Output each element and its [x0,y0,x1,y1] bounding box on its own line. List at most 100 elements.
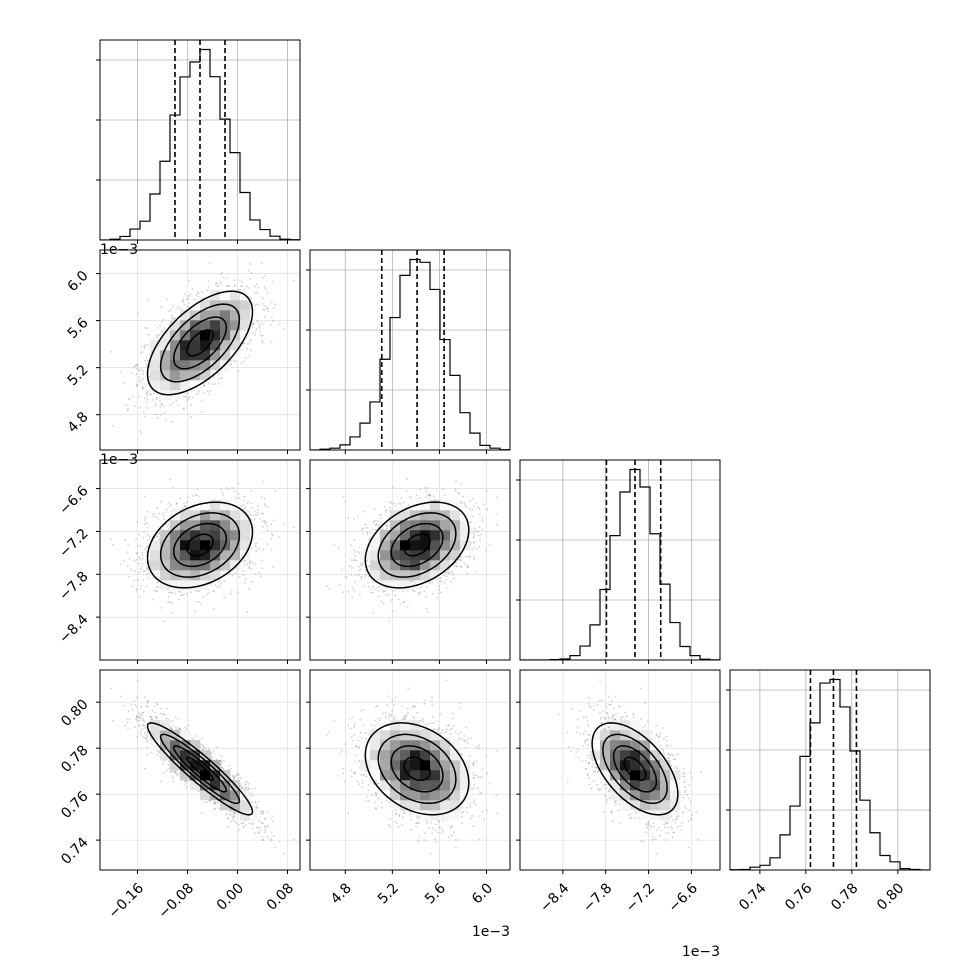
scatter-point [229,592,232,595]
density-cell [160,350,171,361]
density-cell [190,380,201,391]
scatter-point [252,322,255,325]
scatter-point [262,276,265,279]
scatter-point [134,559,136,562]
scatter-point [138,395,140,398]
scatter-point [249,278,252,280]
scatter-point [171,602,174,605]
scatter-point [140,368,143,371]
scatter-point [140,432,143,435]
scatter-point [226,285,228,288]
scatter-point [146,568,149,571]
scatter-point [153,589,155,592]
scatter-point [238,279,241,281]
scatter-point [181,308,184,311]
scatter-point [166,525,169,528]
scatter-point [136,385,139,388]
scatter-point [244,506,247,508]
scatter-point [127,397,130,400]
scatter-point [190,416,193,418]
scatter-point [248,563,251,565]
scatter-point [140,565,143,568]
scatter-point [144,327,146,329]
scatter-point [270,316,273,319]
scatter-point [250,349,253,351]
scatter-point [264,288,267,290]
scatter-point [151,399,154,401]
scatter-point [262,308,265,311]
scatter-point [258,547,260,550]
scatter-point [185,298,188,301]
scatter-point [143,359,146,362]
scatter-point [169,404,172,407]
scatter-point [249,262,252,265]
scatter-point [217,383,220,385]
scatter-point [135,365,137,367]
scatter-point [147,533,149,536]
scatter-point [226,277,229,279]
density-cell [210,310,221,321]
scatter-point [140,559,143,561]
scatter-point [249,560,252,563]
scatter-point [246,611,249,613]
scatter-point [184,395,187,398]
scatter-point [158,538,161,541]
contour-line [146,290,254,396]
scatter-point [254,514,257,517]
scatter-point [158,531,161,534]
scatter-point [219,585,221,587]
scatter-point [174,317,177,320]
scatter-point [140,585,143,587]
scatter-point [244,577,247,580]
scatter-point [152,512,155,515]
scatter-point [282,522,285,525]
scatter-point [159,400,162,403]
scatter-point [163,327,166,329]
density-cell [160,330,171,341]
scatter-point [264,505,267,507]
scatter-point [147,359,150,362]
scatter-point [262,520,265,522]
density-cell [190,370,201,381]
scatter-point [257,321,260,323]
scatter-point [242,573,245,576]
scatter-point [155,404,157,407]
scatter-point [147,333,150,336]
contour-line [186,329,214,357]
scatter-point [151,598,154,601]
scatter-point [192,494,194,497]
scatter-point [146,398,149,401]
scatter-point [270,301,273,303]
scatter-point [264,274,266,277]
scatter-point [165,511,168,514]
scatter-point [263,285,266,288]
scatter-point [142,590,145,593]
scatter-point [212,607,215,610]
density-cell [190,340,201,351]
scatter-point [243,342,246,345]
scatter-panel-2-0: −8.4−7.8−7.2−6.6 [56,459,301,664]
scatter-point [165,508,168,510]
scatter-point [244,357,247,359]
scatter-point [166,298,169,301]
scatter-point [220,582,223,585]
scatter-point [246,348,248,350]
density-cell [210,360,221,371]
scatter-point [140,568,142,570]
scatter-point [195,600,198,603]
scatter-point [260,262,263,264]
scatter-point [155,589,157,592]
scatter-point [235,497,238,500]
scatter-point [183,593,185,596]
density-cell [190,360,201,371]
scatter-point [169,601,172,603]
scatter-point [172,317,175,320]
scatter-point [170,503,173,506]
scatter-point [167,601,170,604]
scatter-point [126,409,129,412]
density-cell [250,310,261,321]
density-cell [210,340,221,351]
scatter-point [196,590,199,593]
scatter-point [156,585,159,588]
scatter-point [163,620,166,623]
